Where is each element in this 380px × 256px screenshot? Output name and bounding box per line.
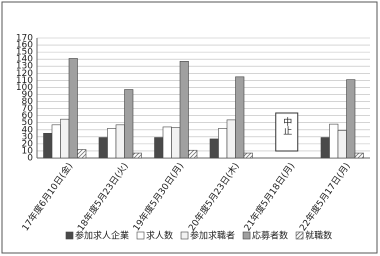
y-tick-label: 60 <box>22 111 34 121</box>
legend-swatch <box>295 231 304 240</box>
legend-label: 求人数 <box>146 230 173 242</box>
bar <box>243 152 253 159</box>
legend-label: 参加求職者 <box>190 230 235 242</box>
bar <box>354 152 364 159</box>
y-tick-label: 50 <box>22 118 34 128</box>
bar <box>77 149 87 159</box>
bar <box>51 124 61 159</box>
bar <box>337 130 347 159</box>
y-tick-label: 130 <box>16 62 33 72</box>
legend-label: 応募者数 <box>252 230 288 242</box>
x-tick-label: 18年度5月23日(火) <box>75 160 131 233</box>
annotation: 中止 <box>281 116 292 135</box>
bar <box>329 123 339 159</box>
y-tick-label: 10 <box>22 146 34 156</box>
y-tick-label: 170 <box>16 34 33 44</box>
bar <box>124 89 134 159</box>
x-tick-label: 19年度5月30日(月) <box>130 160 186 233</box>
y-tick-label: 80 <box>22 97 34 107</box>
bar <box>68 58 78 159</box>
y-tick-label: 140 <box>16 55 33 65</box>
y-tick-label: 40 <box>22 125 34 135</box>
legend-label: 就職数 <box>305 230 332 242</box>
bar <box>320 137 330 159</box>
annotation-box <box>275 112 299 152</box>
y-tick-label: 0 <box>27 154 33 164</box>
bar <box>115 124 125 159</box>
y-tick-label: 90 <box>22 90 34 100</box>
bar <box>107 128 117 159</box>
x-tick-label: 20年度5月23日(木) <box>186 160 242 233</box>
y-tick-label: 20 <box>22 139 34 149</box>
bar <box>226 119 236 159</box>
bar <box>98 137 108 159</box>
bar <box>218 128 228 159</box>
legend-swatch <box>242 231 251 240</box>
y-tick-label: 160 <box>16 41 33 51</box>
bar <box>179 60 189 159</box>
bar <box>162 126 172 159</box>
bar <box>132 152 142 159</box>
bar <box>60 118 70 159</box>
bar <box>171 127 181 159</box>
legend-label: 参加求人企業 <box>75 230 129 242</box>
bar <box>154 137 164 159</box>
bar <box>188 149 198 159</box>
y-tick-label: 120 <box>16 69 33 79</box>
legend-swatch <box>136 231 145 240</box>
x-tick-label: 22年度5月17日(月) <box>297 160 353 233</box>
y-tick-label: 110 <box>16 76 33 86</box>
x-tick-label: 21年度5月18日(月) <box>241 160 297 233</box>
bar <box>43 132 53 159</box>
y-tick-label: 70 <box>22 104 34 114</box>
x-tick-label: 17年度6月10日(金) <box>19 160 75 233</box>
legend-swatch <box>180 231 189 240</box>
bar <box>209 138 219 159</box>
y-tick-label: 100 <box>16 83 33 93</box>
legend-swatch <box>65 231 74 240</box>
y-tick-label: 150 <box>16 48 33 58</box>
bar <box>346 79 356 159</box>
bar <box>235 76 245 159</box>
y-tick-label: 30 <box>22 132 34 142</box>
